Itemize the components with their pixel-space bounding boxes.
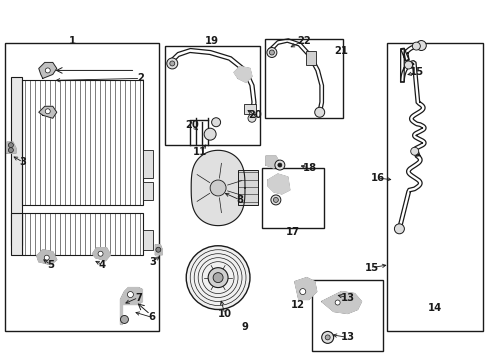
Polygon shape	[294, 278, 316, 300]
Circle shape	[269, 50, 274, 55]
Circle shape	[213, 273, 223, 283]
Circle shape	[321, 332, 333, 343]
Text: 1: 1	[69, 36, 76, 46]
Text: 14: 14	[427, 302, 442, 312]
Bar	[11, 213, 22, 255]
Bar	[11, 77, 22, 245]
Circle shape	[156, 247, 161, 252]
Circle shape	[404, 61, 411, 69]
Circle shape	[208, 268, 227, 288]
Text: 22: 22	[296, 36, 310, 46]
Bar	[264, 39, 342, 118]
Text: 4: 4	[99, 260, 106, 270]
Text: 21: 21	[334, 45, 348, 55]
Bar	[143, 230, 153, 250]
Text: 12: 12	[290, 300, 304, 310]
Circle shape	[169, 61, 174, 66]
Circle shape	[186, 246, 249, 310]
Polygon shape	[265, 156, 279, 168]
Circle shape	[45, 68, 50, 73]
Text: 17: 17	[285, 227, 299, 237]
Circle shape	[210, 180, 225, 196]
Bar	[244, 104, 255, 114]
Circle shape	[277, 163, 281, 167]
Circle shape	[247, 114, 255, 122]
Polygon shape	[39, 106, 57, 118]
Text: 7: 7	[135, 293, 142, 302]
Text: 11: 11	[193, 147, 207, 157]
Polygon shape	[120, 288, 142, 324]
Text: 13: 13	[340, 293, 354, 302]
Circle shape	[410, 147, 418, 155]
Text: 9: 9	[241, 323, 248, 332]
Polygon shape	[234, 67, 251, 82]
Text: 10: 10	[218, 310, 232, 319]
Circle shape	[127, 292, 133, 298]
Circle shape	[203, 128, 216, 140]
Circle shape	[273, 197, 278, 202]
Circle shape	[166, 58, 178, 69]
Circle shape	[266, 48, 276, 58]
Text: 13: 13	[340, 332, 354, 342]
Bar	[262, 168, 323, 228]
Circle shape	[211, 118, 220, 127]
Bar	[386, 42, 482, 332]
Circle shape	[8, 148, 13, 153]
Bar	[143, 182, 153, 200]
Polygon shape	[37, 250, 57, 265]
Polygon shape	[191, 150, 244, 226]
Polygon shape	[92, 248, 110, 261]
Polygon shape	[321, 292, 361, 314]
Circle shape	[334, 300, 340, 305]
Bar	[22, 80, 143, 205]
Circle shape	[274, 160, 285, 170]
Circle shape	[314, 107, 324, 117]
Bar	[22, 213, 143, 255]
Circle shape	[8, 143, 13, 148]
Circle shape	[415, 41, 426, 50]
Text: 8: 8	[236, 195, 243, 205]
Text: 20: 20	[185, 120, 199, 130]
Text: 3: 3	[149, 257, 156, 267]
Circle shape	[270, 195, 280, 205]
Text: 19: 19	[204, 36, 219, 46]
Circle shape	[120, 315, 128, 323]
Circle shape	[325, 335, 329, 340]
Bar	[143, 150, 153, 178]
Text: 3: 3	[20, 157, 26, 167]
Circle shape	[394, 224, 404, 234]
Text: 20: 20	[247, 110, 261, 120]
Polygon shape	[267, 174, 289, 194]
Circle shape	[299, 289, 305, 294]
Text: 16: 16	[370, 173, 384, 183]
Polygon shape	[7, 142, 16, 153]
Bar	[305, 51, 315, 66]
Circle shape	[98, 251, 103, 256]
Bar	[311, 280, 383, 351]
Text: 6: 6	[148, 312, 156, 323]
Text: 15: 15	[364, 263, 378, 273]
Text: 18: 18	[302, 163, 316, 173]
Bar	[165, 45, 260, 145]
Bar	[238, 170, 258, 205]
Circle shape	[411, 42, 420, 50]
Text: 2: 2	[137, 73, 143, 84]
Polygon shape	[39, 62, 57, 78]
Circle shape	[44, 255, 49, 260]
Bar	[5, 42, 159, 332]
Text: 15: 15	[409, 67, 424, 77]
Circle shape	[45, 109, 50, 114]
Polygon shape	[155, 245, 162, 255]
Text: 5: 5	[47, 260, 54, 270]
